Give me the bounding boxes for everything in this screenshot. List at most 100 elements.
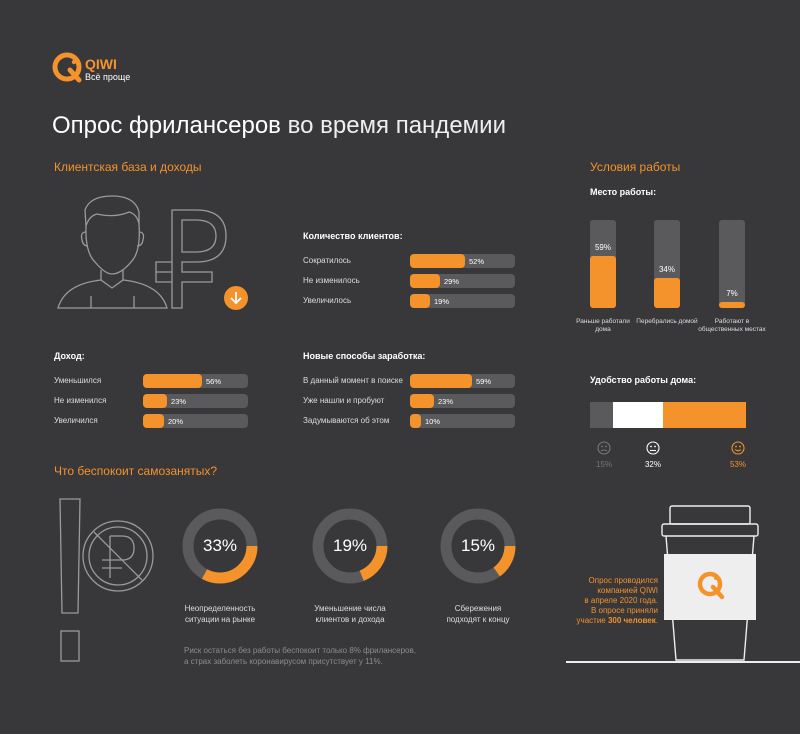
donut-percent: 15% xyxy=(460,536,496,555)
bar-track: 59% xyxy=(410,374,515,388)
comfort-heading: Удобство работы дома: xyxy=(590,375,697,385)
bar-percent: 20% xyxy=(168,417,184,426)
ruble-icon xyxy=(155,209,227,309)
bar-label: Увеличился xyxy=(54,416,98,425)
bar-fill xyxy=(143,374,202,388)
exclamation-icon xyxy=(59,498,81,662)
worries-note-line2: а страх заболеть коронавирусом присутств… xyxy=(184,657,383,666)
donut-chart xyxy=(312,508,388,584)
page-title-rest: во время пандемии xyxy=(280,112,506,139)
survey-note-line3: в апреле 2020 года. xyxy=(584,596,658,605)
bar-label: Уменьшился xyxy=(54,376,102,385)
survey-note-suffix: . xyxy=(655,616,658,625)
worries-note: Риск остаться без работы беспокоит тольк… xyxy=(184,645,416,667)
bar-percent: 56% xyxy=(206,377,222,386)
survey-note-line2: компанией QIWI xyxy=(597,586,658,595)
column-percent: 59% xyxy=(594,243,611,252)
section-heading-worries: Что беспокоит самозанятых? xyxy=(54,464,218,478)
column-fill xyxy=(654,278,680,308)
bar-label: Уже нашли и пробуют xyxy=(303,396,385,405)
happy-face-icon xyxy=(731,441,745,455)
comfort-segment xyxy=(590,402,613,428)
neutral-face-icon xyxy=(646,441,660,455)
donut-label-line1: Неопределенность xyxy=(184,604,256,613)
comfort-percent: 32% xyxy=(644,460,661,469)
donut-chart xyxy=(440,508,516,584)
bar-track: 29% xyxy=(410,274,515,288)
bar-track: 19% xyxy=(410,294,515,308)
survey-note-prefix: участие xyxy=(576,616,608,625)
qiwi-logo: QIWI Всё проще xyxy=(52,52,172,84)
column-track xyxy=(590,220,616,308)
bar-label: Не изменилось xyxy=(303,276,360,285)
donut-label-line2: ситуации на рынке xyxy=(184,615,256,624)
comfort-percent: 53% xyxy=(729,460,746,469)
bar-percent: 29% xyxy=(444,277,460,286)
bar-fill xyxy=(410,294,430,308)
donut-label-line2: подходят к концу xyxy=(446,615,510,624)
bar-track: 56% xyxy=(143,374,248,388)
clients-count-heading: Количество клиентов: xyxy=(303,231,403,241)
donut-percent: 19% xyxy=(332,536,368,555)
worries-note-line1: Риск остаться без работы беспокоит тольк… xyxy=(184,646,416,655)
bar-fill xyxy=(410,274,440,288)
bar-label: Задумываются об этом xyxy=(303,416,390,425)
logo-tagline: Всё проще xyxy=(85,72,131,82)
bar-label: Не изменился xyxy=(54,396,107,405)
section-heading-work-conditions: Условия работы xyxy=(590,160,681,174)
bar-label: Увеличилось xyxy=(303,296,352,305)
bar-track: 23% xyxy=(143,394,248,408)
bar-fill xyxy=(410,414,421,428)
donut-label-line2: клиентов и дохода xyxy=(315,615,385,624)
column-label: Раньше работали дома xyxy=(576,318,630,333)
bar-percent: 59% xyxy=(476,377,492,386)
comfort-segment xyxy=(663,402,746,428)
coffee-cup-icon xyxy=(566,505,800,663)
bar-label: В данный момент в поиске xyxy=(303,376,403,385)
bar-label: Сократилось xyxy=(303,256,351,265)
bar-percent: 52% xyxy=(469,257,485,266)
column-percent: 7% xyxy=(726,289,738,298)
bar-track: 52% xyxy=(410,254,515,268)
column-track xyxy=(719,220,745,308)
bar-track: 20% xyxy=(143,414,248,428)
survey-note-line4: В опросе приняли xyxy=(590,606,658,615)
donut-percent: 33% xyxy=(202,536,238,555)
comfort-stacked-bar xyxy=(590,402,746,428)
bar-fill xyxy=(143,394,167,408)
bar-fill xyxy=(410,254,465,268)
donut-label-line1: Сбережения xyxy=(454,604,502,613)
bar-fill xyxy=(410,374,472,388)
page-title: Опрос фрилансеров во время пандемии xyxy=(52,112,506,140)
column-percent: 34% xyxy=(658,265,675,274)
bar-fill xyxy=(410,394,434,408)
column-label: Работают в общественных местах xyxy=(698,318,766,333)
page-title-bold: Опрос фрилансеров xyxy=(52,112,281,139)
survey-note-line1: Опрос проводился xyxy=(588,576,658,585)
survey-note: Опрос проводился компанией QIWI в апреле… xyxy=(560,576,658,626)
column-fill xyxy=(719,302,745,308)
bar-track: 10% xyxy=(410,414,515,428)
comfort-segment xyxy=(613,402,663,428)
bar-percent: 23% xyxy=(438,397,454,406)
logo-brand: QIWI xyxy=(85,56,117,72)
income-heading: Доход: xyxy=(54,351,85,361)
column-track xyxy=(654,220,680,308)
bar-fill xyxy=(143,414,164,428)
column-fill xyxy=(590,256,616,308)
no-ruble-icon xyxy=(82,520,154,592)
donut-chart xyxy=(182,508,258,584)
decrease-arrow-icon xyxy=(224,286,248,310)
sad-face-icon xyxy=(597,441,611,455)
column-label: Перебрались домой xyxy=(636,318,698,325)
new-ways-heading: Новые способы заработка: xyxy=(303,351,426,361)
person-icon xyxy=(57,195,168,309)
section-heading-clients: Клиентская база и доходы xyxy=(54,160,202,174)
survey-note-count: 300 человек xyxy=(607,616,656,625)
work-place-heading: Место работы: xyxy=(590,187,657,197)
bar-percent: 19% xyxy=(434,297,450,306)
survey-note-line5: участие 300 человек. xyxy=(560,616,658,626)
bar-percent: 23% xyxy=(171,397,187,406)
qiwi-logo-icon xyxy=(52,52,82,83)
comfort-percent: 15% xyxy=(595,460,612,469)
